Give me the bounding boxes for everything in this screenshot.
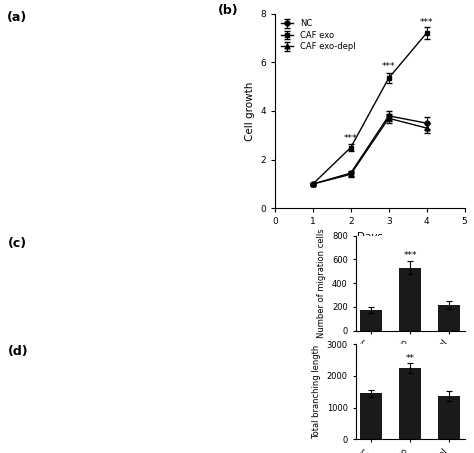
Text: (d): (d) (8, 345, 28, 358)
Bar (438, 395, 460, 439)
Y-axis label: Total branching length: Total branching length (312, 345, 321, 439)
Legend: NC, CAF exo, CAF exo-depl: NC, CAF exo, CAF exo-depl (279, 18, 357, 53)
Bar (360, 393, 382, 439)
Text: ***: *** (403, 251, 417, 260)
Bar (399, 368, 421, 439)
Text: **: ** (406, 354, 414, 363)
Text: ***: *** (420, 18, 433, 27)
Y-axis label: Number of migration cells: Number of migration cells (318, 228, 327, 338)
Text: ***: *** (382, 62, 395, 71)
Bar (360, 310, 382, 331)
Text: (c): (c) (8, 236, 27, 250)
X-axis label: Days: Days (357, 232, 383, 242)
Bar (438, 305, 460, 331)
Text: (a): (a) (7, 11, 27, 24)
Y-axis label: Cell growth: Cell growth (245, 81, 255, 141)
Bar (399, 268, 421, 331)
Text: (b): (b) (218, 4, 239, 17)
Text: ***: *** (344, 134, 357, 143)
